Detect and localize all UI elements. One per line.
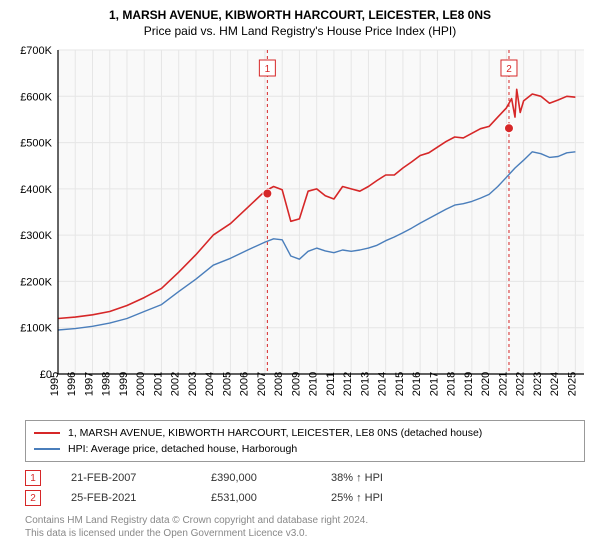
svg-text:2003: 2003 — [187, 372, 199, 396]
legend-label-2: HPI: Average price, detached house, Harb… — [68, 443, 297, 455]
svg-text:1996: 1996 — [66, 372, 78, 396]
footer-line-1: Contains HM Land Registry data © Crown c… — [25, 514, 590, 527]
svg-text:1995: 1995 — [49, 372, 61, 396]
legend-swatch-2 — [34, 448, 60, 450]
svg-text:2018: 2018 — [446, 372, 458, 396]
svg-text:2009: 2009 — [290, 372, 302, 396]
svg-text:2015: 2015 — [394, 372, 406, 396]
event-badge-2: 2 — [25, 490, 41, 506]
event-row-1: 1 21-FEB-2007 £390,000 38% ↑ HPI — [25, 468, 590, 488]
svg-text:2004: 2004 — [204, 372, 216, 396]
svg-text:2012: 2012 — [342, 372, 354, 396]
event-date-1: 21-FEB-2007 — [71, 472, 211, 484]
footer: Contains HM Land Registry data © Crown c… — [25, 514, 590, 540]
title-line-1: 1, MARSH AVENUE, KIBWORTH HARCOURT, LEIC… — [10, 8, 590, 22]
svg-text:1997: 1997 — [83, 372, 95, 396]
event-delta-2: 25% ↑ HPI — [331, 492, 383, 504]
svg-text:2019: 2019 — [463, 372, 475, 396]
svg-text:£300K: £300K — [20, 230, 52, 242]
svg-text:1998: 1998 — [101, 372, 113, 396]
title-line-2: Price paid vs. HM Land Registry's House … — [10, 24, 590, 38]
svg-text:2017: 2017 — [428, 372, 440, 396]
legend-label-1: 1, MARSH AVENUE, KIBWORTH HARCOURT, LEIC… — [68, 427, 482, 439]
event-row-2: 2 25-FEB-2021 £531,000 25% ↑ HPI — [25, 488, 590, 508]
svg-text:£600K: £600K — [20, 91, 52, 103]
chart-plot-area: £0£100K£200K£300K£400K£500K£600K£700K199… — [10, 44, 590, 414]
svg-text:1: 1 — [265, 64, 271, 75]
svg-text:2016: 2016 — [411, 372, 423, 396]
event-rows: 1 21-FEB-2007 £390,000 38% ↑ HPI 2 25-FE… — [25, 468, 590, 508]
svg-text:2002: 2002 — [170, 372, 182, 396]
svg-text:2010: 2010 — [308, 372, 320, 396]
legend-row-1: 1, MARSH AVENUE, KIBWORTH HARCOURT, LEIC… — [34, 425, 576, 441]
legend-swatch-1 — [34, 432, 60, 434]
svg-text:1999: 1999 — [118, 372, 130, 396]
svg-text:2000: 2000 — [135, 372, 147, 396]
chart-svg: £0£100K£200K£300K£400K£500K£600K£700K199… — [10, 44, 590, 414]
svg-text:£700K: £700K — [20, 45, 52, 57]
event-delta-1: 38% ↑ HPI — [331, 472, 383, 484]
svg-text:2024: 2024 — [549, 372, 561, 396]
svg-text:2011: 2011 — [325, 372, 337, 396]
svg-text:2025: 2025 — [566, 372, 578, 396]
legend-row-2: HPI: Average price, detached house, Harb… — [34, 441, 576, 457]
event-badge-1: 1 — [25, 470, 41, 486]
svg-text:£100K: £100K — [20, 323, 52, 335]
svg-text:2020: 2020 — [480, 372, 492, 396]
svg-text:2006: 2006 — [239, 372, 251, 396]
event-price-2: £531,000 — [211, 492, 331, 504]
event-price-1: £390,000 — [211, 472, 331, 484]
svg-text:2022: 2022 — [515, 372, 527, 396]
svg-text:2014: 2014 — [377, 372, 389, 396]
svg-text:2023: 2023 — [532, 372, 544, 396]
svg-text:2001: 2001 — [152, 372, 164, 396]
svg-text:2021: 2021 — [497, 372, 509, 396]
svg-text:£500K: £500K — [20, 138, 52, 150]
svg-text:2005: 2005 — [221, 372, 233, 396]
svg-text:£200K: £200K — [20, 276, 52, 288]
svg-text:2007: 2007 — [256, 372, 268, 396]
event-date-2: 25-FEB-2021 — [71, 492, 211, 504]
chart-title-block: 1, MARSH AVENUE, KIBWORTH HARCOURT, LEIC… — [10, 8, 590, 38]
svg-text:2: 2 — [506, 64, 512, 75]
legend-box: 1, MARSH AVENUE, KIBWORTH HARCOURT, LEIC… — [25, 420, 585, 462]
svg-text:2013: 2013 — [359, 372, 371, 396]
svg-text:2008: 2008 — [273, 372, 285, 396]
svg-text:£400K: £400K — [20, 184, 52, 196]
footer-line-2: This data is licensed under the Open Gov… — [25, 527, 590, 540]
